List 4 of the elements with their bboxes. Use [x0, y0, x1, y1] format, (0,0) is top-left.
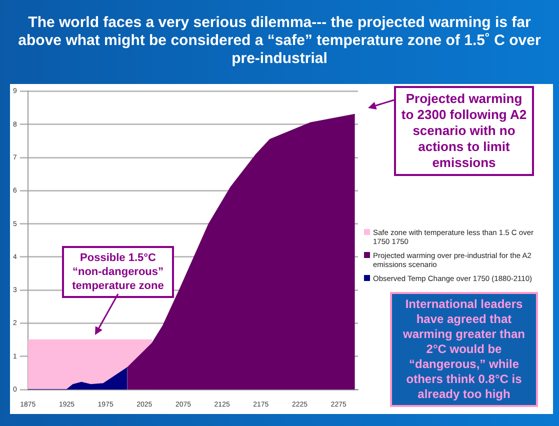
chart-title: The world faces a very serious dilemma--- the projected warming is far above what might be considered a “safe” temperature zone of 1.5˚ C over pre-industrial: [17, 14, 542, 68]
annotation: Possible 1.5°C “non-dangerous” temperature zone: [62, 246, 174, 298]
text: International leaders have agreed that warming greater than 2°C would be “dangerous,” while others think 0.8°C is already too high: [390, 292, 538, 407]
text: Projected warming to 2300 following A2 scenario with no actions to limit emissions: [394, 86, 534, 176]
